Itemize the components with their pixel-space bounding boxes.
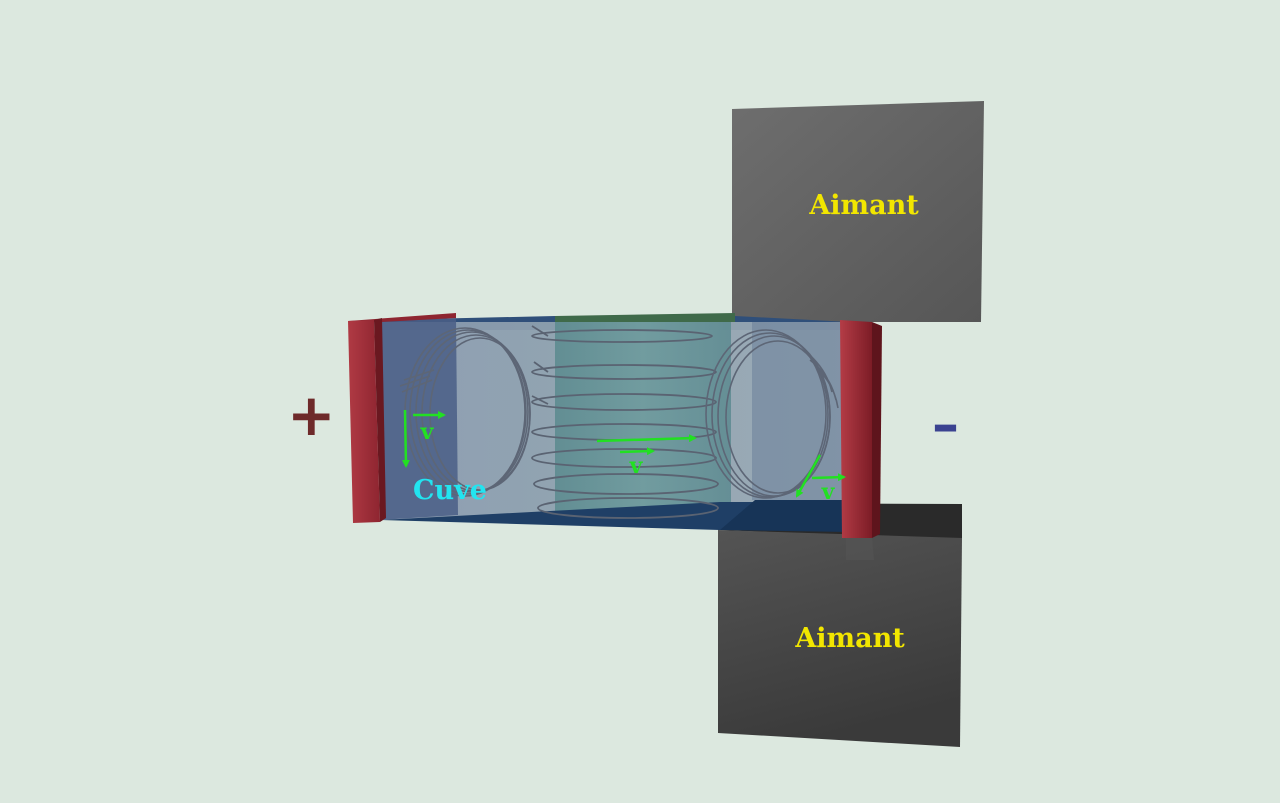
magnet-bottom: Aimant (718, 503, 962, 747)
magnet-top: Aimant (732, 101, 984, 322)
velocity-right: v (795, 454, 846, 505)
velocity-left-label: v (420, 419, 435, 445)
electrode-left (348, 313, 456, 523)
velocity-right-label: v (821, 479, 836, 505)
magnet-bottom-label: Aimant (794, 623, 905, 654)
field-lines-center (531, 325, 719, 519)
velocity-left: v (401, 409, 446, 468)
velocity-center-label: v (629, 453, 644, 479)
electrode-right (840, 320, 882, 560)
tank (378, 313, 850, 532)
velocity-center: v (596, 434, 697, 479)
tank-label: Cuve (413, 475, 487, 506)
magnet-top-label: Aimant (808, 190, 919, 221)
minus-sign: – (932, 393, 959, 456)
plus-sign: + (287, 381, 336, 449)
field-lines-right (705, 329, 839, 499)
